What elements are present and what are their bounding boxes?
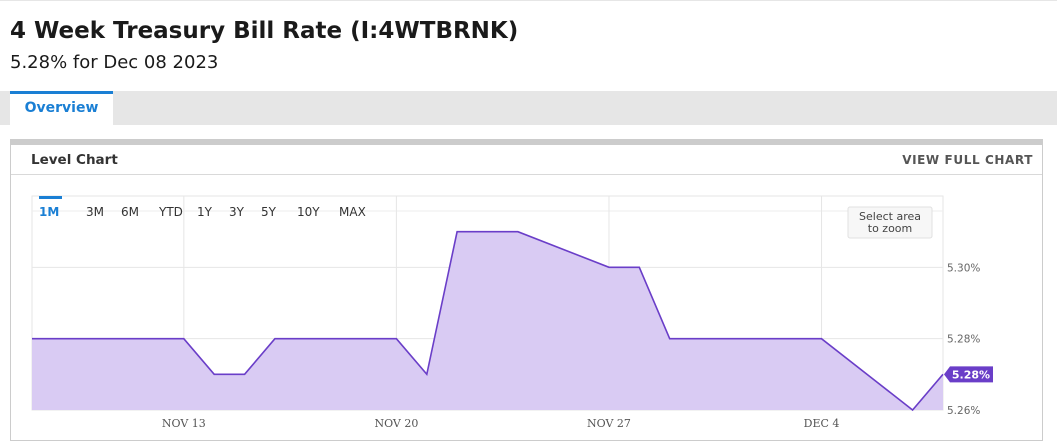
page-title: 4 Week Treasury Bill Rate (I:4WTBRNK) — [10, 18, 519, 44]
range-button-max[interactable]: MAX — [339, 205, 366, 219]
range-button-10y[interactable]: 10Y — [297, 205, 320, 219]
card-header: Level Chart VIEW FULL CHART — [11, 145, 1042, 175]
range-button-1m[interactable]: 1M — [39, 205, 59, 219]
last-value-badge-shape — [944, 366, 993, 383]
last-value-label: 5.28% — [952, 368, 990, 381]
last-value-badge: 5.28% — [944, 366, 993, 383]
range-selector: 1M 3M 6M YTD 1Y 3Y 5Y 10Y MAX — [39, 196, 366, 219]
view-full-chart-link[interactable]: VIEW FULL CHART — [902, 153, 1033, 167]
range-button-6m[interactable]: 6M — [121, 205, 139, 219]
range-button-1y[interactable]: 1Y — [197, 205, 213, 219]
x-tick-label: NOV 20 — [374, 417, 418, 430]
range-button-3y[interactable]: 3Y — [229, 205, 245, 219]
tab-bar: Overview — [0, 91, 1057, 125]
page-subtitle: 5.28% for Dec 08 2023 — [10, 52, 219, 73]
zoom-hint-box — [847, 206, 933, 239]
range-active-indicator — [39, 196, 62, 199]
y-tick-label: 5.26% — [947, 405, 980, 417]
tab-overview[interactable]: Overview — [10, 91, 113, 125]
level-chart[interactable]: NOV 13 NOV 20 NOV 27 DEC 4 5.30%5.28%5.26% … — [11, 145, 1042, 440]
page-header: 4 Week Treasury Bill Rate (I:4WTBRNK) 5.… — [0, 0, 1057, 91]
zoom-hint-line: to zoom — [868, 222, 913, 235]
range-button-5y[interactable]: 5Y — [261, 205, 277, 219]
chart-area-fill — [32, 231, 943, 410]
y-axis-labels: 5.30% 5.28% 5.26% — [947, 262, 980, 417]
level-chart-card: Level Chart VIEW FULL CHART NOV 13 NOV 20… — [10, 139, 1043, 441]
x-tick-label: NOV 13 — [162, 417, 206, 430]
x-tick-label: NOV 27 — [587, 417, 631, 430]
x-tick-label: DEC 4 — [804, 417, 840, 430]
y-tick-label: 5.28% — [947, 334, 980, 346]
chart-series-line — [32, 230, 944, 412]
range-button-3m[interactable]: 3M — [86, 205, 104, 219]
y-tick-label: 5.30% — [947, 262, 980, 274]
zoom-hint-line: Select area — [859, 210, 921, 223]
range-button-ytd[interactable]: YTD — [158, 205, 183, 219]
card-title: Level Chart — [31, 152, 118, 168]
x-axis-labels: NOV 13 NOV 20 NOV 27 DEC 4 — [162, 417, 840, 430]
